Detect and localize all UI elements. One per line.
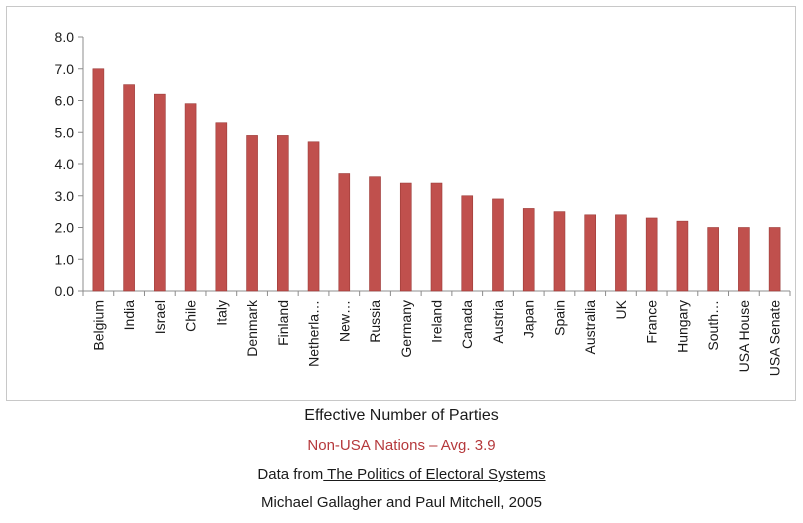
y-tick-label: 1.0: [55, 251, 75, 267]
y-tick-label: 6.0: [55, 93, 75, 109]
x-tick-label: Canada: [459, 300, 475, 349]
chart-frame: 0.0 1.0 2.0 3.0 4.0 5.0 6.0 7.0 8.0 Belgium India I…: [6, 6, 796, 401]
x-tick-label: India: [121, 300, 137, 331]
x-tick-label: Belgium: [90, 300, 106, 351]
x-tick-label: Chile: [183, 300, 199, 332]
y-tick-label: 5.0: [55, 124, 75, 140]
bar: [246, 135, 258, 292]
bar: [676, 220, 689, 292]
x-tick-label: Israel: [152, 300, 168, 334]
x-tick-label: Spain: [551, 300, 567, 336]
bar: [399, 182, 412, 292]
x-tick-label: Russia: [367, 300, 383, 343]
bar-chart: 0.0 1.0 2.0 3.0 4.0 5.0 6.0 7.0 8.0 Belgium India I…: [55, 29, 791, 376]
bar: [215, 122, 228, 292]
source-book-title: The Politics of Electoral Systems: [323, 466, 546, 483]
source-prefix: Data from: [257, 466, 324, 483]
x-tick-label: USA House: [736, 300, 752, 373]
chart-subtitle: Non-USA Nations – Avg. 3.9: [307, 437, 496, 454]
bar: [154, 93, 166, 292]
x-tick-label: Austria: [490, 300, 506, 344]
x-tick-label: UK: [613, 299, 629, 319]
bar: [522, 208, 535, 292]
x-tick-label: Ireland: [429, 300, 445, 343]
bar: [307, 141, 320, 292]
bar: [615, 214, 627, 292]
bar: [492, 198, 504, 292]
bar: [738, 227, 750, 292]
bar: [768, 227, 781, 292]
bar: [645, 217, 658, 292]
source-line: Data from The Politics of Electoral Syst…: [0, 466, 803, 483]
bar: [92, 68, 105, 292]
bar: [123, 84, 135, 292]
bar: [707, 227, 719, 292]
bar: [584, 214, 596, 292]
x-tick-label: Germany: [398, 300, 414, 358]
source-authors: Michael Gallagher and Paul Mitchell, 200…: [261, 494, 542, 511]
y-tick-label: 2.0: [55, 220, 75, 236]
x-tick-label: USA Senate: [767, 300, 783, 376]
x-tick-label: Japan: [521, 300, 537, 338]
bar: [430, 182, 443, 292]
y-tick-label: 3.0: [55, 188, 75, 204]
bar: [184, 103, 197, 292]
y-tick-label: 4.0: [55, 156, 75, 172]
chart-title: Effective Number of Parties: [304, 407, 499, 424]
bar: [338, 173, 351, 292]
bar: [553, 211, 566, 292]
bar: [461, 195, 474, 292]
bar: [369, 176, 381, 292]
x-tick-label: South…: [705, 300, 721, 351]
y-tick-label: 0.0: [55, 283, 75, 299]
bar: [277, 135, 289, 292]
x-tick-label: Australia: [582, 300, 598, 355]
x-tick-label: New…: [336, 300, 352, 342]
x-tick-label: France: [644, 300, 660, 344]
x-tick-label: Denmark: [244, 299, 260, 357]
y-tick-label: 7.0: [55, 61, 75, 77]
x-tick-label: Hungary: [674, 300, 690, 353]
x-tick-label: Italy: [213, 300, 229, 326]
x-tick-label: Finland: [275, 300, 291, 346]
y-tick-label: 8.0: [55, 29, 75, 45]
x-tick-label: Netherla…: [306, 300, 322, 367]
